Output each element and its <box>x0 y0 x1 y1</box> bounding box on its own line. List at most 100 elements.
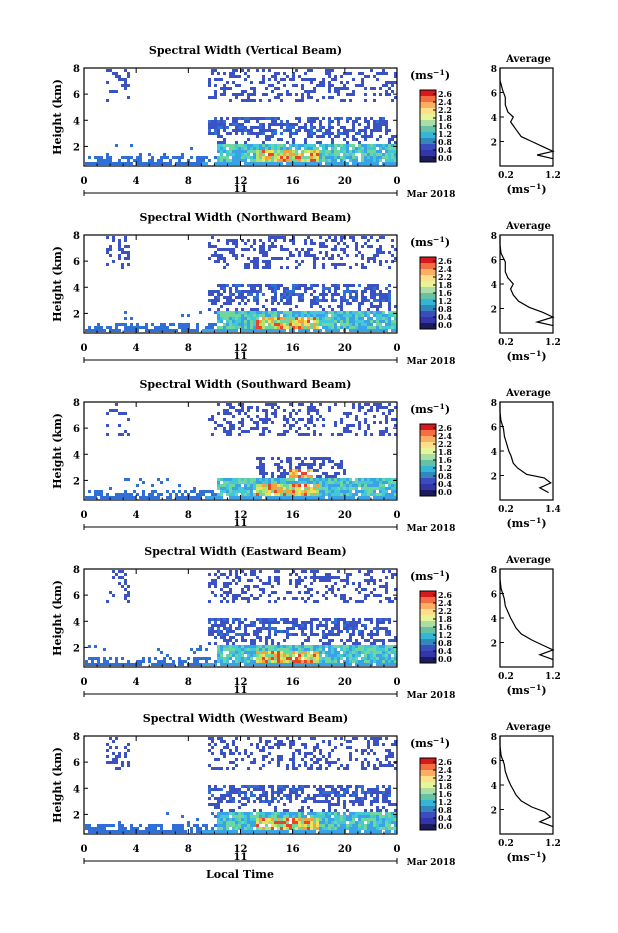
heatmap-cell <box>226 117 229 120</box>
heatmap-cell <box>274 791 277 794</box>
heatmap-cell <box>247 153 250 156</box>
heatmap-cell <box>235 618 238 621</box>
heatmap-cell <box>160 159 163 162</box>
heatmap-cell <box>247 144 250 147</box>
heatmap-cell <box>298 651 301 654</box>
heatmap-cell <box>328 630 331 633</box>
colorbar: 2.62.42.21.81.61.20.80.40.0 <box>420 89 452 163</box>
heatmap-cell <box>316 469 319 472</box>
heatmap-cell <box>214 797 217 800</box>
heatmap-cell <box>283 317 286 320</box>
heatmap-cell <box>304 800 307 803</box>
heatmap-cell <box>337 463 340 466</box>
heatmap-cell <box>388 639 391 642</box>
heatmap-cell <box>304 147 307 150</box>
heatmap-cell <box>280 827 283 830</box>
heatmap-cell <box>241 126 244 129</box>
heatmap-cell <box>292 478 295 481</box>
heatmap-cell <box>376 633 379 636</box>
heatmap-cell <box>271 308 274 311</box>
heatmap-cell <box>253 87 256 90</box>
heatmap-cell <box>364 311 367 314</box>
heatmap-cell <box>223 427 226 430</box>
heatmap-cell <box>253 788 256 791</box>
heatmap-cell <box>220 594 223 597</box>
heatmap-cell <box>226 284 229 287</box>
heatmap-cell <box>118 239 121 242</box>
heatmap-cell <box>268 129 271 132</box>
heatmap-cell <box>334 320 337 323</box>
heatmap-cell <box>145 162 148 165</box>
heatmap-cell <box>385 72 388 75</box>
heatmap-cell <box>352 144 355 147</box>
heatmap-cell <box>178 830 181 833</box>
heatmap-cell <box>367 317 370 320</box>
heatmap-cell <box>328 290 331 293</box>
heatmap-cell <box>340 630 343 633</box>
heatmap-cell <box>373 582 376 585</box>
heatmap-cell <box>193 657 196 660</box>
heatmap-cell <box>178 824 181 827</box>
heatmap-cell <box>310 821 313 824</box>
heatmap-cell <box>304 633 307 636</box>
heatmap-cell <box>349 320 352 323</box>
heatmap-cell <box>346 630 349 633</box>
heatmap-cell <box>229 582 232 585</box>
heatmap-cell <box>346 660 349 663</box>
heatmap-cell <box>295 585 298 588</box>
heatmap-cell <box>247 99 250 102</box>
heatmap-cell <box>163 326 166 329</box>
heatmap-cell <box>250 785 253 788</box>
heatmap-cell <box>304 323 307 326</box>
heatmap-cell <box>337 87 340 90</box>
heatmap-cell <box>301 144 304 147</box>
heatmap-cell <box>301 648 304 651</box>
heatmap-cell <box>217 487 220 490</box>
heatmap-cell <box>253 481 256 484</box>
heatmap-cell <box>214 90 217 93</box>
heatmap-cell <box>295 481 298 484</box>
heatmap-cell <box>379 594 382 597</box>
heatmap-cell <box>316 570 319 573</box>
heatmap-cell <box>343 469 346 472</box>
heatmap-cell <box>223 627 226 630</box>
heatmap-cell <box>367 424 370 427</box>
heatmap-cell <box>382 69 385 72</box>
heatmap-cell <box>238 144 241 147</box>
heatmap-cell <box>262 433 265 436</box>
heatmap-cell <box>250 284 253 287</box>
heatmap-cell <box>322 648 325 651</box>
heatmap-cell <box>169 830 172 833</box>
heatmap-cell <box>124 746 127 749</box>
heatmap-cell <box>256 627 259 630</box>
heatmap-cell <box>265 794 268 797</box>
heatmap-cell <box>196 496 199 499</box>
heatmap-cell <box>337 466 340 469</box>
heatmap-cell <box>259 570 262 573</box>
heatmap-cell <box>376 123 379 126</box>
y-tick-label: 6 <box>73 257 80 268</box>
heatmap-cell <box>307 120 310 123</box>
heatmap-cell <box>223 126 226 129</box>
heatmap-cell <box>343 472 346 475</box>
heatmap-cell <box>199 490 202 493</box>
heatmap-cell <box>304 78 307 81</box>
heatmap-cell <box>211 293 214 296</box>
heatmap-cell <box>232 156 235 159</box>
colorbar-swatch <box>420 120 436 126</box>
heatmap-cell <box>211 132 214 135</box>
heatmap-cell <box>343 263 346 266</box>
heatmap-cell <box>358 84 361 87</box>
heatmap-cell <box>349 657 352 660</box>
panel-title: Spectral Width (Eastward Beam) <box>144 545 346 558</box>
heatmap-cell <box>286 314 289 317</box>
heatmap-cell <box>361 311 364 314</box>
heatmap-cell <box>382 645 385 648</box>
y-tick-label: 4 <box>73 617 80 628</box>
heatmap-cell <box>238 490 241 493</box>
heatmap-cell <box>310 242 313 245</box>
heatmap-cell <box>256 663 259 666</box>
average-x-tick-label: 0.2 <box>498 338 514 348</box>
heatmap-cell <box>286 657 289 660</box>
heatmap-cell <box>304 326 307 329</box>
